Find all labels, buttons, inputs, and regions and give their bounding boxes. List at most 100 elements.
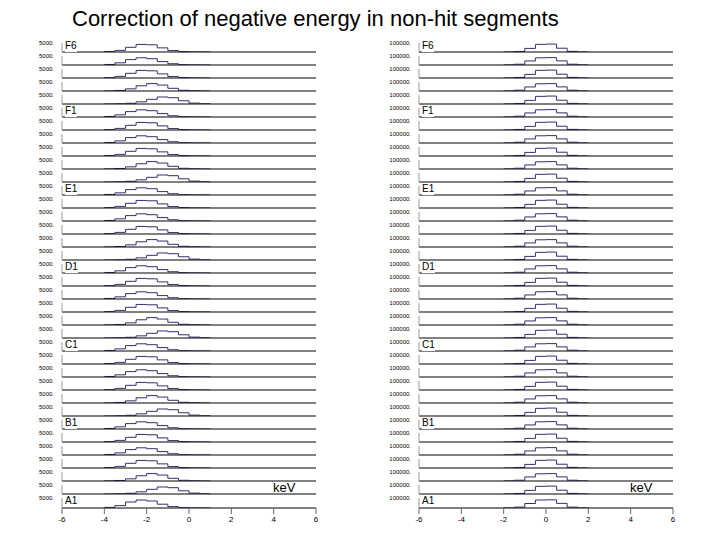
svg-text:100000.: 100000. — [389, 456, 411, 462]
svg-text:5000.: 5000. — [39, 196, 54, 202]
svg-text:6: 6 — [314, 515, 319, 524]
svg-text:100000.: 100000. — [389, 40, 411, 46]
svg-text:5000.: 5000. — [39, 469, 54, 475]
svg-text:5000.: 5000. — [39, 378, 54, 384]
html-text:keV: keV — [273, 480, 296, 495]
svg-text:5000.: 5000. — [39, 118, 54, 124]
html-text:Correction of negative energy: Correction of negative energy in non-hit… — [72, 6, 559, 31]
svg-text:5000.: 5000. — [39, 339, 54, 345]
svg-text:100000.: 100000. — [389, 235, 411, 241]
svg-text:100000.: 100000. — [389, 118, 411, 124]
svg-text:-6: -6 — [415, 515, 423, 524]
svg-text:100000.: 100000. — [389, 105, 411, 111]
svg-text:5000.: 5000. — [39, 209, 54, 215]
svg-text:100000.: 100000. — [389, 352, 411, 358]
svg-text:100000.: 100000. — [389, 339, 411, 345]
svg-text:5000.: 5000. — [39, 300, 54, 306]
svg-text:-2: -2 — [143, 515, 151, 524]
svg-text:100000.: 100000. — [389, 261, 411, 267]
svg-text:2: 2 — [229, 515, 234, 524]
svg-text:0: 0 — [187, 515, 192, 524]
svg-text:100000.: 100000. — [389, 404, 411, 410]
svg-text:100000.: 100000. — [389, 248, 411, 254]
svg-text:100000.: 100000. — [389, 417, 411, 423]
svg-text:100000.: 100000. — [389, 222, 411, 228]
svg-text:100000.: 100000. — [389, 131, 411, 137]
svg-text:-4: -4 — [101, 515, 109, 524]
svg-text:4: 4 — [628, 515, 633, 524]
svg-text:5000.: 5000. — [39, 144, 54, 150]
svg-text:100000.: 100000. — [389, 183, 411, 189]
svg-text:5000.: 5000. — [39, 131, 54, 137]
svg-text:100000.: 100000. — [389, 482, 411, 488]
svg-text:5000.: 5000. — [39, 365, 54, 371]
svg-text:100000.: 100000. — [389, 469, 411, 475]
svg-text:5000.: 5000. — [39, 352, 54, 358]
svg-text:100000.: 100000. — [389, 430, 411, 436]
svg-text:5000.: 5000. — [39, 222, 54, 228]
svg-text:5000.: 5000. — [39, 53, 54, 59]
svg-text:5000.: 5000. — [39, 430, 54, 436]
svg-text:100000.: 100000. — [389, 378, 411, 384]
svg-text:100000.: 100000. — [389, 443, 411, 449]
svg-text:5000.: 5000. — [39, 274, 54, 280]
svg-text:5000.: 5000. — [39, 482, 54, 488]
svg-text:100000.: 100000. — [389, 79, 411, 85]
svg-text:100000.: 100000. — [389, 313, 411, 319]
svg-text:100000.: 100000. — [389, 66, 411, 72]
svg-text:5000.: 5000. — [39, 157, 54, 163]
svg-text:100000.: 100000. — [389, 287, 411, 293]
svg-text:5000.: 5000. — [39, 235, 54, 241]
svg-text:5000.: 5000. — [39, 391, 54, 397]
html-text:E1: E1 — [65, 183, 78, 194]
svg-text:100000.: 100000. — [389, 274, 411, 280]
html-text:F6: F6 — [422, 40, 434, 51]
svg-text:100000.: 100000. — [389, 92, 411, 98]
svg-text:100000.: 100000. — [389, 196, 411, 202]
svg-text:5000.: 5000. — [39, 261, 54, 267]
svg-text:100000.: 100000. — [389, 157, 411, 163]
svg-text:5000.: 5000. — [39, 105, 54, 111]
svg-text:5000.: 5000. — [39, 183, 54, 189]
html-text:C1: C1 — [65, 339, 78, 350]
svg-text:100000.: 100000. — [389, 326, 411, 332]
html-text:D1: D1 — [65, 261, 78, 272]
svg-text:5000.: 5000. — [39, 92, 54, 98]
svg-text:5000.: 5000. — [39, 443, 54, 449]
svg-text:0: 0 — [544, 515, 549, 524]
html-text:D1: D1 — [422, 261, 435, 272]
svg-text:-6: -6 — [58, 515, 66, 524]
svg-text:5000.: 5000. — [39, 66, 54, 72]
svg-text:100000.: 100000. — [389, 53, 411, 59]
svg-text:2: 2 — [586, 515, 591, 524]
svg-text:100000.: 100000. — [389, 391, 411, 397]
html-text:F6: F6 — [65, 40, 77, 51]
html-text:F1: F1 — [422, 105, 434, 116]
svg-text:5000.: 5000. — [39, 417, 54, 423]
svg-text:5000.: 5000. — [39, 404, 54, 410]
svg-text:-4: -4 — [458, 515, 466, 524]
svg-text:5000.: 5000. — [39, 40, 54, 46]
html-text:E1: E1 — [422, 183, 435, 194]
svg-text:100000.: 100000. — [389, 170, 411, 176]
svg-text:-2: -2 — [500, 515, 508, 524]
svg-text:100000.: 100000. — [389, 209, 411, 215]
svg-text:5000.: 5000. — [39, 287, 54, 293]
svg-text:5000.: 5000. — [39, 326, 54, 332]
html-text:B1: B1 — [65, 417, 78, 428]
svg-text:5000.: 5000. — [39, 79, 54, 85]
svg-text:100000.: 100000. — [389, 144, 411, 150]
svg-text:5000.: 5000. — [39, 495, 54, 501]
svg-text:6: 6 — [671, 515, 676, 524]
svg-text:100000.: 100000. — [389, 300, 411, 306]
svg-text:5000.: 5000. — [39, 456, 54, 462]
html-text:keV: keV — [630, 480, 653, 495]
svg-text:5000.: 5000. — [39, 248, 54, 254]
svg-text:100000.: 100000. — [389, 365, 411, 371]
svg-text:5000.: 5000. — [39, 313, 54, 319]
html-text:F1: F1 — [65, 105, 77, 116]
svg-text:5000.: 5000. — [39, 170, 54, 176]
html-text:A1: A1 — [65, 495, 78, 506]
svg-text:100000.: 100000. — [389, 495, 411, 501]
svg-text:4: 4 — [271, 515, 276, 524]
